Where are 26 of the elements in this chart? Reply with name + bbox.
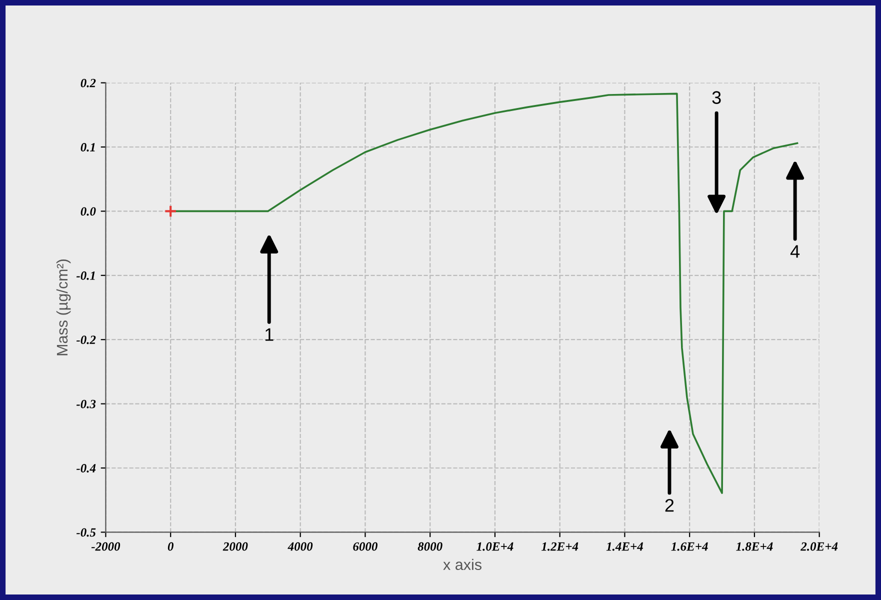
y-tick-label: -0.4 bbox=[76, 464, 96, 473]
x-tick-label: 2.0E+4 bbox=[800, 542, 838, 551]
annotation: 3 bbox=[712, 91, 721, 104]
y-axis-title: Mass (µg/cm²) bbox=[56, 259, 71, 356]
x-tick-label: 2000 bbox=[222, 542, 248, 551]
annotation: 2 bbox=[665, 498, 674, 512]
y-tick-label: -0.1 bbox=[76, 271, 95, 280]
x-axis-title: x axis bbox=[443, 558, 482, 570]
annotation: 4 bbox=[790, 245, 800, 258]
y-tick-label: 0.0 bbox=[80, 207, 96, 216]
y-tick-label: -0.5 bbox=[76, 528, 96, 537]
x-tick-label: 6000 bbox=[353, 542, 378, 551]
x-tick-label: -2000 bbox=[91, 542, 120, 551]
x-tick-label: 0 bbox=[168, 542, 174, 551]
x-tick-label: 8000 bbox=[418, 542, 442, 551]
x-tick-label: 1.0E+4 bbox=[476, 542, 514, 551]
y-tick-label: 0.2 bbox=[80, 78, 96, 88]
y-tick-label: -0.2 bbox=[76, 336, 96, 344]
x-tick-label: 4000 bbox=[288, 542, 313, 551]
y-tick-label: -0.3 bbox=[76, 400, 96, 408]
x-tick-label: 1.8E+4 bbox=[736, 542, 773, 551]
x-tick-label: 1.4E+4 bbox=[606, 542, 643, 551]
x-tick-label: 1.6E+4 bbox=[671, 542, 708, 551]
y-tick-label: 0.1 bbox=[80, 143, 95, 152]
annotation: 1 bbox=[265, 328, 274, 341]
x-tick-label: 1.2E+4 bbox=[541, 542, 578, 551]
